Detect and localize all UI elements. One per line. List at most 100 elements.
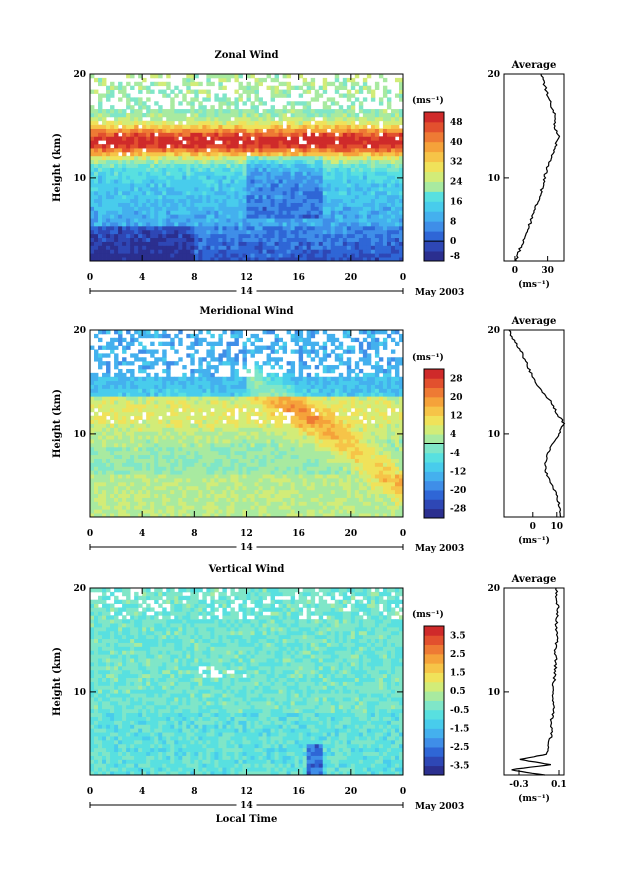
heatmap-cell <box>218 509 222 513</box>
heatmap-cell <box>126 203 130 207</box>
heatmap-cell <box>259 101 263 105</box>
heatmap-cell <box>174 505 178 509</box>
heatmap-cell <box>251 175 255 179</box>
heatmap-cell <box>170 451 174 455</box>
heatmap-cell <box>138 505 142 509</box>
heatmap-cell <box>226 416 230 420</box>
heatmap-cell <box>150 392 154 396</box>
heatmap-cell <box>303 210 307 214</box>
heatmap-cell <box>395 179 399 183</box>
heatmap-cell <box>263 195 267 199</box>
heatmap-cell <box>158 486 162 490</box>
heatmap-cell <box>194 509 198 513</box>
heatmap-cell <box>182 78 186 82</box>
heatmap-cell <box>363 245 367 249</box>
heatmap-cell <box>198 210 202 214</box>
heatmap-cell <box>359 152 363 156</box>
heatmap-cell <box>335 101 339 105</box>
heatmap-cell <box>307 206 311 210</box>
heatmap-cell <box>166 486 170 490</box>
heatmap-cell <box>134 234 138 238</box>
heatmap-cell <box>94 171 98 175</box>
heatmap-cell <box>106 408 110 412</box>
heatmap-cell <box>230 168 234 172</box>
heatmap-cell <box>130 140 134 144</box>
heatmap-cell <box>271 144 275 148</box>
heatmap-cell <box>122 338 126 342</box>
heatmap-cell <box>138 357 142 361</box>
heatmap-cell <box>238 424 242 428</box>
heatmap-cell <box>130 431 134 435</box>
heatmap-cell <box>351 132 355 136</box>
heatmap-cell <box>303 222 307 226</box>
heatmap-cell <box>347 164 351 168</box>
heatmap-cell <box>214 404 218 408</box>
heatmap-cell <box>255 164 259 168</box>
heatmap-cell <box>158 105 162 109</box>
heatmap-cell <box>222 353 226 357</box>
heatmap-cell <box>238 420 242 424</box>
heatmap-cell <box>118 439 122 443</box>
heatmap-cell <box>210 210 214 214</box>
heatmap-cell <box>218 377 222 381</box>
heatmap-cell <box>218 226 222 230</box>
heatmap-cell <box>122 168 126 172</box>
heatmap-cell <box>114 396 118 400</box>
heatmap-cell <box>351 179 355 183</box>
heatmap-cell <box>122 462 126 466</box>
heatmap-cell <box>226 400 230 404</box>
heatmap-cell <box>122 505 126 509</box>
heatmap-cell <box>150 462 154 466</box>
heatmap-cell <box>327 183 331 187</box>
heatmap-cell <box>311 125 315 129</box>
heatmap-cell <box>126 416 130 420</box>
heatmap-cell <box>198 330 202 334</box>
heatmap-cell <box>371 187 375 191</box>
colorbar-band <box>424 152 444 162</box>
heatmap-cell <box>226 164 230 168</box>
heatmap-cell <box>98 218 102 222</box>
heatmap-cell <box>106 369 110 373</box>
heatmap-cell <box>178 234 182 238</box>
heatmap-cell <box>142 222 146 226</box>
heatmap-cell <box>142 404 146 408</box>
heatmap-cell <box>222 195 226 199</box>
colorbar-band <box>424 162 444 172</box>
heatmap-cell <box>383 183 387 187</box>
heatmap-cell <box>198 459 202 463</box>
heatmap-cell <box>118 474 122 478</box>
heatmap-cell <box>134 435 138 439</box>
heatmap-cell <box>311 191 315 195</box>
heatmap-cell <box>391 238 395 242</box>
heatmap-cell <box>142 334 146 338</box>
heatmap-cell <box>154 226 158 230</box>
heatmap-cell <box>234 148 238 152</box>
heatmap-cell <box>355 152 359 156</box>
heatmap-cell <box>279 144 283 148</box>
heatmap-cell <box>114 86 118 90</box>
heatmap-cell <box>367 245 371 249</box>
heatmap-cell <box>198 206 202 210</box>
heatmap-cell <box>130 156 134 160</box>
heatmap-cell <box>307 160 311 164</box>
heatmap-cell <box>387 125 391 129</box>
heatmap-cell <box>206 427 210 431</box>
heatmap-cell <box>295 214 299 218</box>
heatmap-cell <box>271 222 275 226</box>
heatmap-cell <box>194 447 198 451</box>
heatmap-cell <box>166 199 170 203</box>
heatmap-cell <box>178 494 182 498</box>
heatmap-cell <box>291 210 295 214</box>
heatmap-cell <box>375 199 379 203</box>
heatmap-cell <box>142 400 146 404</box>
heatmap-cell <box>222 245 226 249</box>
heatmap-cell <box>130 148 134 152</box>
heatmap-cell <box>114 168 118 172</box>
heatmap-cell <box>206 400 210 404</box>
heatmap-cell <box>395 226 399 230</box>
heatmap-cell <box>130 249 134 253</box>
heatmap-cell <box>206 168 210 172</box>
heatmap-cell <box>202 187 206 191</box>
heatmap-cell <box>323 132 327 136</box>
heatmap-cell <box>363 253 367 257</box>
